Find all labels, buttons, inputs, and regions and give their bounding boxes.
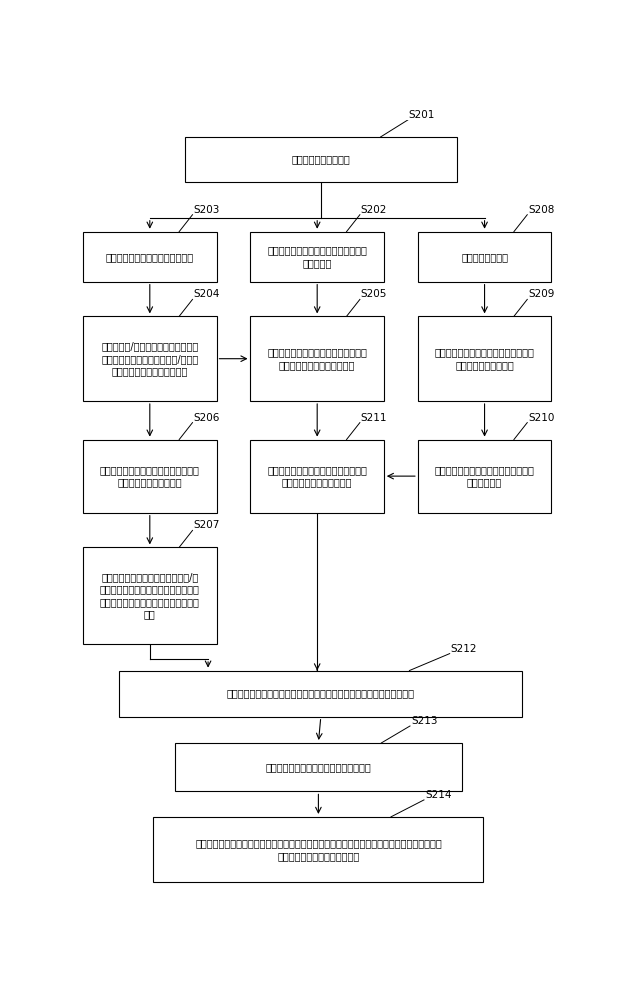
Text: S211: S211	[361, 413, 387, 423]
Text: S210: S210	[528, 413, 555, 423]
Text: 对每篇所述判决文书进行分句处理，得
到多个语句: 对每篇所述判决文书进行分句处理，得 到多个语句	[267, 245, 367, 268]
Bar	[185, 137, 457, 182]
Text: 根据所述扩展触发词表抽取所述分词结
果，得到所述被告的特征值: 根据所述扩展触发词表抽取所述分词结 果，得到所述被告的特征值	[267, 465, 367, 487]
Text: S204: S204	[193, 289, 220, 299]
Bar	[120, 671, 522, 717]
Bar	[418, 440, 552, 513]
Text: 将所述近义词加入基本触发词表，得到
扩展触发词表: 将所述近义词加入基本触发词表，得到 扩展触发词表	[434, 465, 535, 487]
Bar	[83, 547, 217, 644]
Text: 对所述分词结果进行实体识别，得到所
述分词结果中的实体名称: 对所述分词结果进行实体识别，得到所 述分词结果中的实体名称	[100, 465, 200, 487]
Text: 根据所述实体名称，对同一语句和/或
相邻语句中的所述分词结果进行实体关
系抽取，得到所述实体名称之间的实体
关系: 根据所述实体名称，对同一语句和/或 相邻语句中的所述分词结果进行实体关 系抽取，…	[100, 572, 200, 619]
Bar	[250, 232, 384, 282]
Text: S213: S213	[411, 716, 438, 726]
Bar	[250, 440, 384, 513]
Bar	[250, 316, 384, 401]
Text: S206: S206	[193, 413, 220, 423]
Text: S209: S209	[528, 289, 555, 299]
Text: S207: S207	[193, 520, 220, 530]
Bar	[418, 316, 552, 401]
Text: S214: S214	[425, 790, 451, 800]
Text: S212: S212	[451, 644, 477, 654]
Text: S203: S203	[193, 205, 220, 215]
Text: S201: S201	[409, 110, 435, 120]
Bar	[83, 440, 217, 513]
Text: S208: S208	[528, 205, 555, 215]
Bar	[83, 316, 217, 401]
Text: 建立基本触发词表: 建立基本触发词表	[461, 252, 508, 262]
Text: 根据语法和/或语序对所述新词候选词
进行过滤，将符合所述语法和/或语序
的过滤结果加入所述分词词典: 根据语法和/或语序对所述新词候选词 进行过滤，将符合所述语法和/或语序 的过滤结…	[101, 341, 198, 376]
Text: S202: S202	[361, 205, 387, 215]
Text: 获取至少两篇判决文书: 获取至少两篇判决文书	[292, 154, 350, 164]
Bar	[418, 232, 552, 282]
Text: S205: S205	[361, 289, 387, 299]
Bar	[175, 743, 461, 791]
Text: 根据分词词典对每篇所述判决文书中的
语句进行分词，得到分词结果: 根据分词词典对每篇所述判决文书中的 语句进行分词，得到分词结果	[267, 347, 367, 370]
Text: 组合同一被告对应的实体关系和特征值，得到每个所述被告的判决关键词: 组合同一被告对应的实体关系和特征值，得到每个所述被告的判决关键词	[227, 689, 415, 699]
Text: 根据同义词林得到基本触发词表中的至
少一个触发词的近义词: 根据同义词林得到基本触发词表中的至 少一个触发词的近义词	[434, 347, 535, 370]
Bar	[153, 817, 483, 882]
Text: 提取所述判决文书中的新词候选词: 提取所述判决文书中的新词候选词	[106, 252, 194, 262]
Text: 计算两两被告对应的向量之间的相似度，所述两两被告对应的判决关键词之间的相似度的最大值
为对应的判决文书之间的相似度: 计算两两被告对应的向量之间的相似度，所述两两被告对应的判决关键词之间的相似度的最…	[195, 838, 442, 861]
Text: 根据每个被告对应的判决关键词构建向量: 根据每个被告对应的判决关键词构建向量	[265, 762, 371, 772]
Bar	[83, 232, 217, 282]
